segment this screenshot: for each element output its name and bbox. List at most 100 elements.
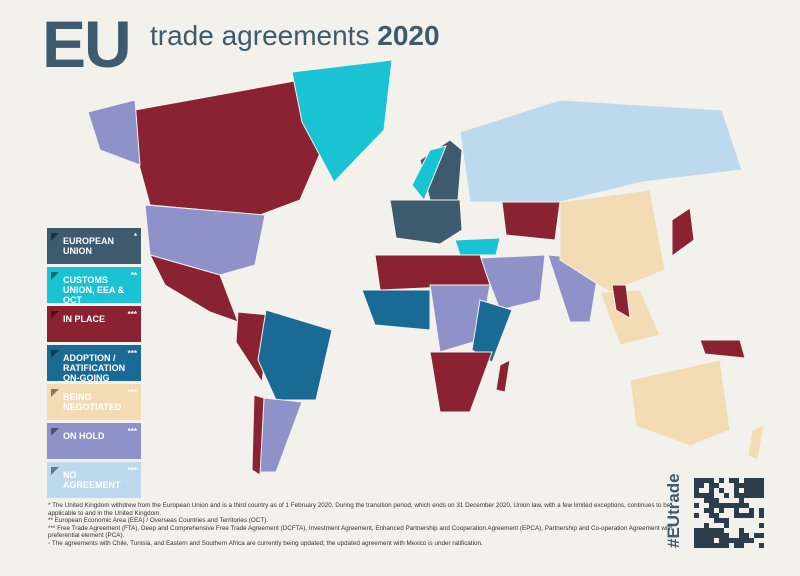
year: 2020 <box>377 20 440 51</box>
qr-module <box>759 488 764 493</box>
hashtag: #EUtrade <box>664 473 683 548</box>
qr-module <box>734 493 739 498</box>
legend-item: ON HOLD *** <box>47 423 141 459</box>
legend-item: BEING NEGOTIATED *** <box>47 384 141 420</box>
qr-module <box>759 543 764 548</box>
legend-label: BEING NEGOTIATED <box>63 392 122 412</box>
qr-module <box>749 478 754 483</box>
qr-module <box>754 483 759 488</box>
qr-module <box>734 543 739 548</box>
qr-module <box>734 478 739 483</box>
qr-module <box>719 508 724 513</box>
qr-module <box>699 478 704 483</box>
qr-module <box>744 538 749 543</box>
legend-item: IN PLACE *** <box>47 306 141 342</box>
papua <box>699 339 746 359</box>
qr-module <box>709 543 714 548</box>
legend-note: ** <box>130 271 137 280</box>
qr-module <box>694 533 699 538</box>
qr-module <box>759 478 764 483</box>
south-africa <box>429 351 493 413</box>
qr-module <box>719 533 724 538</box>
qr-module <box>704 528 709 533</box>
russia <box>459 99 743 203</box>
legend-item: ADOPTION / RATIFICATION ON-GOING *** <box>47 345 141 383</box>
qr-module <box>749 508 754 513</box>
qr-module <box>699 543 704 548</box>
legend-note: *** <box>127 427 137 436</box>
qr-module <box>744 488 749 493</box>
qr-module <box>699 538 704 543</box>
footnote: ** European Economic Area (EEA) / Overse… <box>48 517 269 525</box>
qr-module <box>694 513 699 518</box>
legend: EUROPEAN UNION * CUSTOMS UNION, EEA & OCT *… <box>47 228 141 501</box>
qr-module <box>709 503 714 508</box>
legend-note: *** <box>127 349 137 358</box>
legend-note: *** <box>127 388 137 397</box>
qr-module <box>759 493 764 498</box>
legend-item: EUROPEAN UNION * <box>47 228 141 264</box>
qr-module <box>709 533 714 538</box>
china <box>559 189 666 293</box>
qr-module <box>714 513 719 518</box>
qr-module <box>724 518 729 523</box>
norway <box>411 145 447 201</box>
footnote: *** Free Trade Agreement (FTA), Deep and… <box>48 524 673 540</box>
qr-module <box>709 498 714 503</box>
qr-module <box>704 543 709 548</box>
qr-module <box>714 518 719 523</box>
qr-module <box>714 543 719 548</box>
qr-module <box>759 523 764 528</box>
qr-module <box>719 503 724 508</box>
qr-module <box>714 533 719 538</box>
qr-module <box>699 493 704 498</box>
chile <box>251 394 265 476</box>
qr-module <box>739 543 744 548</box>
qr-module <box>719 538 724 543</box>
qr-module <box>744 478 749 483</box>
mexico <box>149 254 239 323</box>
europe <box>389 199 463 245</box>
greenland <box>291 59 393 183</box>
qr-module <box>754 533 759 538</box>
middle-east <box>479 254 546 311</box>
qr-module <box>724 503 729 508</box>
qr-module <box>739 483 744 488</box>
qr-module <box>704 523 709 528</box>
qr-module <box>694 493 699 498</box>
qr-module <box>709 528 714 533</box>
qr-module <box>739 493 744 498</box>
qr-module <box>744 483 749 488</box>
legend-item: CUSTOMS UNION, EEA & OCT ** <box>47 267 141 305</box>
qr-module <box>744 493 749 498</box>
legend-label: ADOPTION / RATIFICATION ON-GOING <box>63 353 126 383</box>
qr-module <box>704 493 709 498</box>
qr-module <box>709 488 714 493</box>
qr-module <box>734 503 739 508</box>
qr-module <box>714 503 719 508</box>
qr-module <box>694 538 699 543</box>
qr-module <box>759 508 764 513</box>
legend-item: NO AGREEMENT *** <box>47 462 141 498</box>
qr-module <box>734 488 739 493</box>
qr-module <box>719 528 724 533</box>
qr-module <box>734 513 739 518</box>
qr-module <box>754 488 759 493</box>
qr-module <box>759 483 764 488</box>
qr-module <box>694 478 699 483</box>
australia <box>629 359 731 447</box>
qr-module <box>709 493 714 498</box>
legend-label: IN PLACE <box>63 314 106 324</box>
west-africa <box>361 289 431 331</box>
world-map <box>87 59 765 476</box>
qr-module <box>739 498 744 503</box>
qr-module <box>739 503 744 508</box>
qr-module <box>714 498 719 503</box>
qr-module <box>749 488 754 493</box>
qr-module <box>724 538 729 543</box>
qr-module <box>704 533 709 538</box>
qr-code <box>694 478 764 548</box>
vietnam <box>611 284 631 319</box>
qr-module <box>734 483 739 488</box>
